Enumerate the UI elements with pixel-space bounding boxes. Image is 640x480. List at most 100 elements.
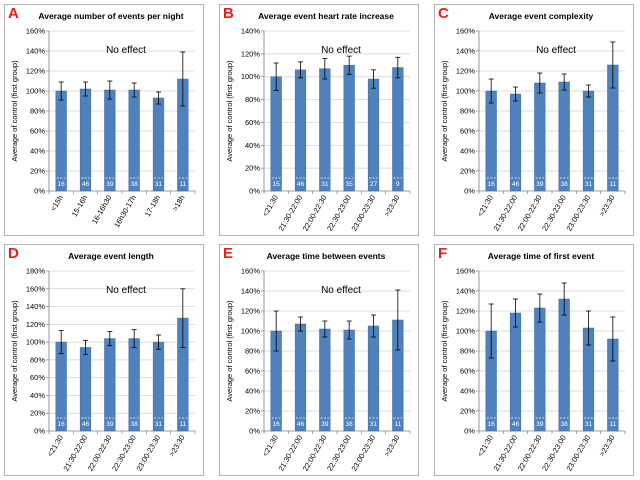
y-tick-label: 40% bbox=[30, 147, 45, 156]
n-label: 11 bbox=[609, 181, 616, 188]
annotation: No effect bbox=[536, 45, 576, 56]
n-label: 38 bbox=[561, 421, 569, 428]
n-label: 9 bbox=[396, 181, 400, 188]
bar bbox=[485, 90, 497, 192]
x-tick-label: >18h bbox=[170, 194, 186, 213]
bar bbox=[79, 347, 92, 432]
y-tick-label: 40% bbox=[460, 147, 475, 156]
n-label: 31 bbox=[585, 181, 593, 188]
y-tick-label: 0% bbox=[34, 427, 45, 436]
n-label: 16 bbox=[58, 181, 66, 188]
x-tick-label: <21:30 bbox=[261, 434, 280, 459]
y-tick-label: 100% bbox=[456, 327, 476, 336]
n-label: 16 bbox=[273, 421, 281, 428]
y-tick-label: 100% bbox=[241, 72, 261, 81]
x-tick-label: 22:00-22:30 bbox=[86, 434, 114, 473]
n-label: 46 bbox=[297, 181, 305, 188]
y-tick-label: 140% bbox=[241, 27, 261, 36]
y-tick-label: 0% bbox=[249, 187, 260, 196]
x-tick-label: 23:00-23:30 bbox=[564, 434, 592, 473]
x-tick-label: 22:00-22:30 bbox=[301, 194, 329, 233]
bar bbox=[152, 97, 165, 192]
n-label: 46 bbox=[512, 421, 520, 428]
n-label: 16 bbox=[58, 421, 66, 428]
x-tick-label: 22:30-23:00 bbox=[325, 434, 353, 473]
bar bbox=[558, 81, 570, 192]
n-label: 38 bbox=[131, 421, 139, 428]
bar bbox=[534, 82, 546, 192]
y-tick-label: 20% bbox=[460, 167, 475, 176]
bar-chart: Average of control (first group) 0% 20% 40%… bbox=[440, 267, 626, 473]
bar-chart: Average of control (first group) 0% 20% 40%… bbox=[225, 27, 411, 233]
annotation: No effect bbox=[321, 285, 361, 296]
n-label: 46 bbox=[82, 421, 90, 428]
y-tick-label: 160% bbox=[26, 27, 46, 36]
y-axis-label: Average of control (first group) bbox=[10, 60, 19, 162]
bar-chart: Average of control (first group) 0% 20% 40%… bbox=[440, 27, 626, 233]
x-tick-label: 23:00-23:30 bbox=[349, 194, 377, 233]
bar bbox=[55, 90, 67, 192]
y-tick-label: 120% bbox=[241, 49, 261, 58]
y-tick-label: 140% bbox=[456, 287, 476, 296]
x-tick-label: 22:00-22:30 bbox=[301, 434, 329, 473]
n-label: 27 bbox=[370, 181, 378, 188]
bar-chart: Average of control (first group) 0% 20% 40%… bbox=[10, 27, 196, 229]
y-tick-label: 180% bbox=[26, 267, 46, 276]
y-tick-label: 140% bbox=[241, 287, 261, 296]
n-label: 38 bbox=[346, 421, 354, 428]
y-tick-label: 140% bbox=[456, 47, 476, 56]
x-tick-label: <21:30 bbox=[476, 434, 495, 459]
annotation: No effect bbox=[106, 285, 146, 296]
bar bbox=[509, 93, 522, 192]
y-tick-label: 120% bbox=[241, 307, 261, 316]
x-tick-label: 21:30-22:00 bbox=[61, 434, 89, 473]
bar bbox=[128, 338, 140, 432]
bar bbox=[534, 307, 546, 432]
y-tick-label: 80% bbox=[460, 107, 475, 116]
n-label: 39 bbox=[106, 421, 114, 428]
y-tick-label: 160% bbox=[26, 284, 46, 293]
bar bbox=[104, 89, 116, 192]
chart-title: Average event heart rate increase bbox=[258, 11, 394, 21]
n-label: 46 bbox=[82, 181, 90, 188]
chart-title: Average time between events bbox=[266, 251, 386, 261]
n-label: 15 bbox=[273, 181, 281, 188]
bar bbox=[319, 68, 331, 192]
chart-title: Average number of events per night bbox=[38, 11, 184, 21]
x-tick-label: 22:00-22:30 bbox=[516, 434, 544, 473]
y-tick-label: 120% bbox=[456, 67, 476, 76]
bar bbox=[294, 323, 307, 432]
bar bbox=[343, 65, 355, 192]
bar bbox=[558, 298, 570, 432]
bar bbox=[104, 338, 116, 432]
y-tick-label: 100% bbox=[241, 327, 261, 336]
panel-letter: E bbox=[223, 245, 234, 262]
y-tick-label: 80% bbox=[30, 355, 45, 364]
x-tick-label: 22:30-23:00 bbox=[540, 194, 568, 233]
panel-c: C Average event complexity Average of co… bbox=[434, 4, 634, 236]
bar bbox=[343, 329, 355, 432]
panel-letter: D bbox=[8, 245, 19, 262]
x-tick-label: 21:30-22:00 bbox=[276, 194, 304, 233]
x-tick-label: <21:30 bbox=[46, 434, 65, 459]
n-label: 11 bbox=[394, 421, 401, 428]
y-tick-label: 60% bbox=[30, 127, 45, 136]
bar bbox=[582, 90, 595, 192]
x-tick-label: 21:30-22:00 bbox=[491, 194, 519, 233]
n-label: 39 bbox=[106, 181, 114, 188]
x-tick-label: >23:30 bbox=[597, 434, 616, 459]
y-tick-label: 20% bbox=[460, 407, 475, 416]
panel-letter: C bbox=[438, 5, 449, 22]
x-tick-label: >23:30 bbox=[167, 434, 186, 459]
x-tick-label: 23:00-23:30 bbox=[134, 434, 162, 473]
n-label: 11 bbox=[179, 421, 186, 428]
x-tick-label: 23:00-23:30 bbox=[564, 194, 592, 233]
panel-letter: F bbox=[438, 245, 448, 262]
panel-e: E Average time between events Average of… bbox=[219, 244, 419, 476]
x-tick-label: 15-16h bbox=[70, 194, 89, 219]
y-tick-label: 40% bbox=[30, 391, 45, 400]
x-tick-label: 17-18h bbox=[143, 194, 162, 219]
x-tick-label: >23:30 bbox=[382, 434, 401, 459]
bar-chart: Average of control (first group) 0% 20% 40%… bbox=[225, 267, 411, 473]
x-tick-label: 22:30-23:00 bbox=[540, 434, 568, 473]
